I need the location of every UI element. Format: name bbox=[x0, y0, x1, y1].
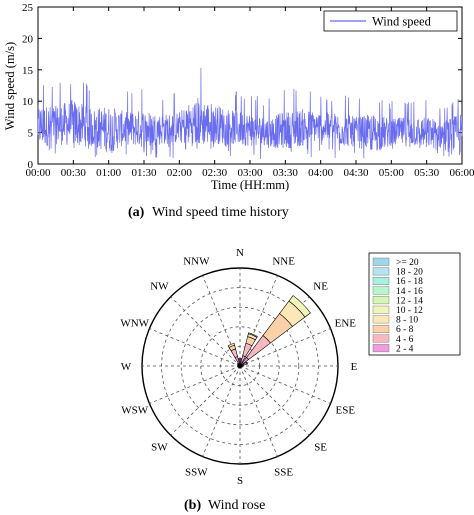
x-tick-label: 00:00 bbox=[25, 167, 51, 179]
legend-bin-label: 14 - 16 bbox=[396, 287, 423, 297]
wind-rose-panel: N NNE NE ENE E ESE SE SSE S SSW SW WSW W WNW NW NNW >= … bbox=[120, 247, 461, 513]
time-history-legend: Wind speed bbox=[323, 10, 458, 32]
rose-spoke bbox=[239, 275, 278, 367]
caption-a-text: Wind speed time history bbox=[152, 205, 289, 220]
rose-spoke bbox=[170, 365, 241, 436]
x-tick-label: 05:00 bbox=[379, 167, 405, 179]
rose-spoke bbox=[239, 365, 278, 457]
y-tick-label: 5 bbox=[28, 128, 34, 140]
legend-swatch bbox=[372, 286, 390, 295]
x-tick-label: 03:30 bbox=[273, 167, 299, 179]
y-tick-label: 10 bbox=[22, 96, 34, 108]
legend-label: Wind speed bbox=[372, 15, 432, 29]
rose-sector-nnw bbox=[227, 342, 235, 348]
legend-swatch bbox=[372, 296, 390, 305]
caption-b: (b) Wind rose bbox=[184, 498, 265, 513]
legend-bin-label: 2 - 4 bbox=[396, 344, 414, 354]
x-tick-label: 04:00 bbox=[308, 167, 334, 179]
y-axis-title: Wind speed (m/s) bbox=[3, 42, 17, 130]
legend-bin-label: 12 - 14 bbox=[396, 296, 423, 306]
caption-b-text: Wind rose bbox=[208, 498, 265, 513]
wind-speed-series bbox=[37, 67, 463, 159]
legend-bin-label: 18 - 20 bbox=[396, 268, 423, 278]
x-tick-label: 05:30 bbox=[414, 167, 440, 179]
wind-rose-direction-labels: N NNE NE ENE E ESE SE SSE S SSW SW WSW W WNW NW NNW bbox=[120, 247, 357, 487]
rose-spoke bbox=[239, 365, 310, 436]
x-tick-label: 00:30 bbox=[61, 167, 87, 179]
legend-bin-label: 16 - 18 bbox=[396, 277, 423, 287]
y-tick-label: 15 bbox=[22, 65, 34, 77]
rose-sector-ene bbox=[245, 361, 248, 365]
legend-bin-label: 8 - 10 bbox=[396, 316, 418, 326]
legend-swatch bbox=[372, 305, 390, 314]
rose-sector-nw bbox=[236, 362, 240, 366]
legend-bin-label: 6 - 8 bbox=[396, 325, 414, 335]
rose-sector-e bbox=[241, 365, 244, 367]
rose-direction-label: NE bbox=[313, 280, 328, 292]
wind-rose-sectors bbox=[227, 295, 311, 368]
rose-spoke bbox=[170, 296, 241, 367]
rose-spoke bbox=[202, 275, 241, 367]
rose-direction-label: S bbox=[237, 475, 243, 487]
rose-spoke bbox=[149, 365, 241, 404]
caption-a-label: (a) bbox=[128, 205, 145, 220]
rose-direction-label: N bbox=[236, 247, 244, 259]
y-tick-label: 20 bbox=[22, 33, 34, 45]
legend-swatch bbox=[372, 325, 390, 333]
rose-ring bbox=[180, 306, 300, 426]
x-tick-label: 02:30 bbox=[202, 167, 228, 179]
legend-bin-label: 4 - 6 bbox=[396, 335, 414, 345]
y-tick-label: 0 bbox=[28, 159, 34, 171]
x-axis-title: Time (HH:mm) bbox=[211, 178, 289, 192]
rose-direction-label: SSW bbox=[185, 466, 208, 478]
legend-swatch bbox=[372, 315, 390, 324]
wind-rose-grid bbox=[141, 267, 339, 465]
rose-sector-ne bbox=[288, 295, 311, 318]
x-tick-label: 02:00 bbox=[167, 167, 193, 179]
rose-direction-label: NW bbox=[150, 280, 169, 292]
caption-a: (a) Wind speed time history bbox=[128, 205, 289, 220]
rose-direction-label: ENE bbox=[335, 317, 357, 329]
legend-swatch bbox=[372, 267, 390, 276]
x-tick-label: 03:00 bbox=[237, 167, 263, 179]
time-history-ticks: 0 5 10 15 20 25 00:00 00:30 01:00 01:30 02:00 02:30… bbox=[22, 2, 474, 179]
legend-bin-label: 10 - 12 bbox=[396, 306, 423, 316]
wind-speed-line bbox=[37, 67, 463, 159]
rose-direction-label: NNW bbox=[183, 256, 210, 268]
rose-sector-n bbox=[238, 357, 242, 360]
rose-direction-label: E bbox=[351, 361, 358, 373]
rose-direction-label: SE bbox=[314, 442, 327, 454]
rose-direction-label: W bbox=[121, 361, 132, 373]
legend-swatch bbox=[372, 344, 390, 353]
rose-direction-label: NNE bbox=[272, 256, 295, 268]
rose-ring bbox=[200, 326, 280, 406]
rose-direction-label: WNW bbox=[120, 317, 149, 329]
rose-direction-label: ESE bbox=[336, 405, 356, 417]
x-tick-label: 01:00 bbox=[96, 167, 122, 179]
rose-spoke bbox=[149, 328, 241, 367]
x-tick-label: 01:30 bbox=[131, 167, 157, 179]
rose-sector-nne bbox=[247, 332, 258, 338]
rose-center bbox=[238, 364, 242, 368]
legend-swatch bbox=[372, 277, 390, 285]
y-tick-label: 25 bbox=[22, 2, 34, 14]
rose-direction-label: WSW bbox=[121, 405, 149, 417]
rose-spoke bbox=[202, 365, 241, 457]
caption-b-label: (b) bbox=[184, 498, 201, 513]
rose-spoke bbox=[239, 365, 331, 404]
time-history-panel: 0 5 10 15 20 25 00:00 00:30 01:00 01:30 02:00 02:30… bbox=[3, 2, 474, 220]
x-tick-label: 04:30 bbox=[343, 167, 369, 179]
legend-swatch bbox=[372, 334, 390, 343]
rose-direction-label: SSE bbox=[274, 466, 293, 478]
legend-box bbox=[323, 10, 458, 32]
rose-spoke bbox=[239, 328, 331, 367]
legend-bin-label: >= 20 bbox=[396, 258, 419, 268]
rose-direction-label: SW bbox=[151, 442, 168, 454]
legend-swatch bbox=[372, 257, 390, 266]
x-tick-label: 06:00 bbox=[449, 167, 474, 179]
